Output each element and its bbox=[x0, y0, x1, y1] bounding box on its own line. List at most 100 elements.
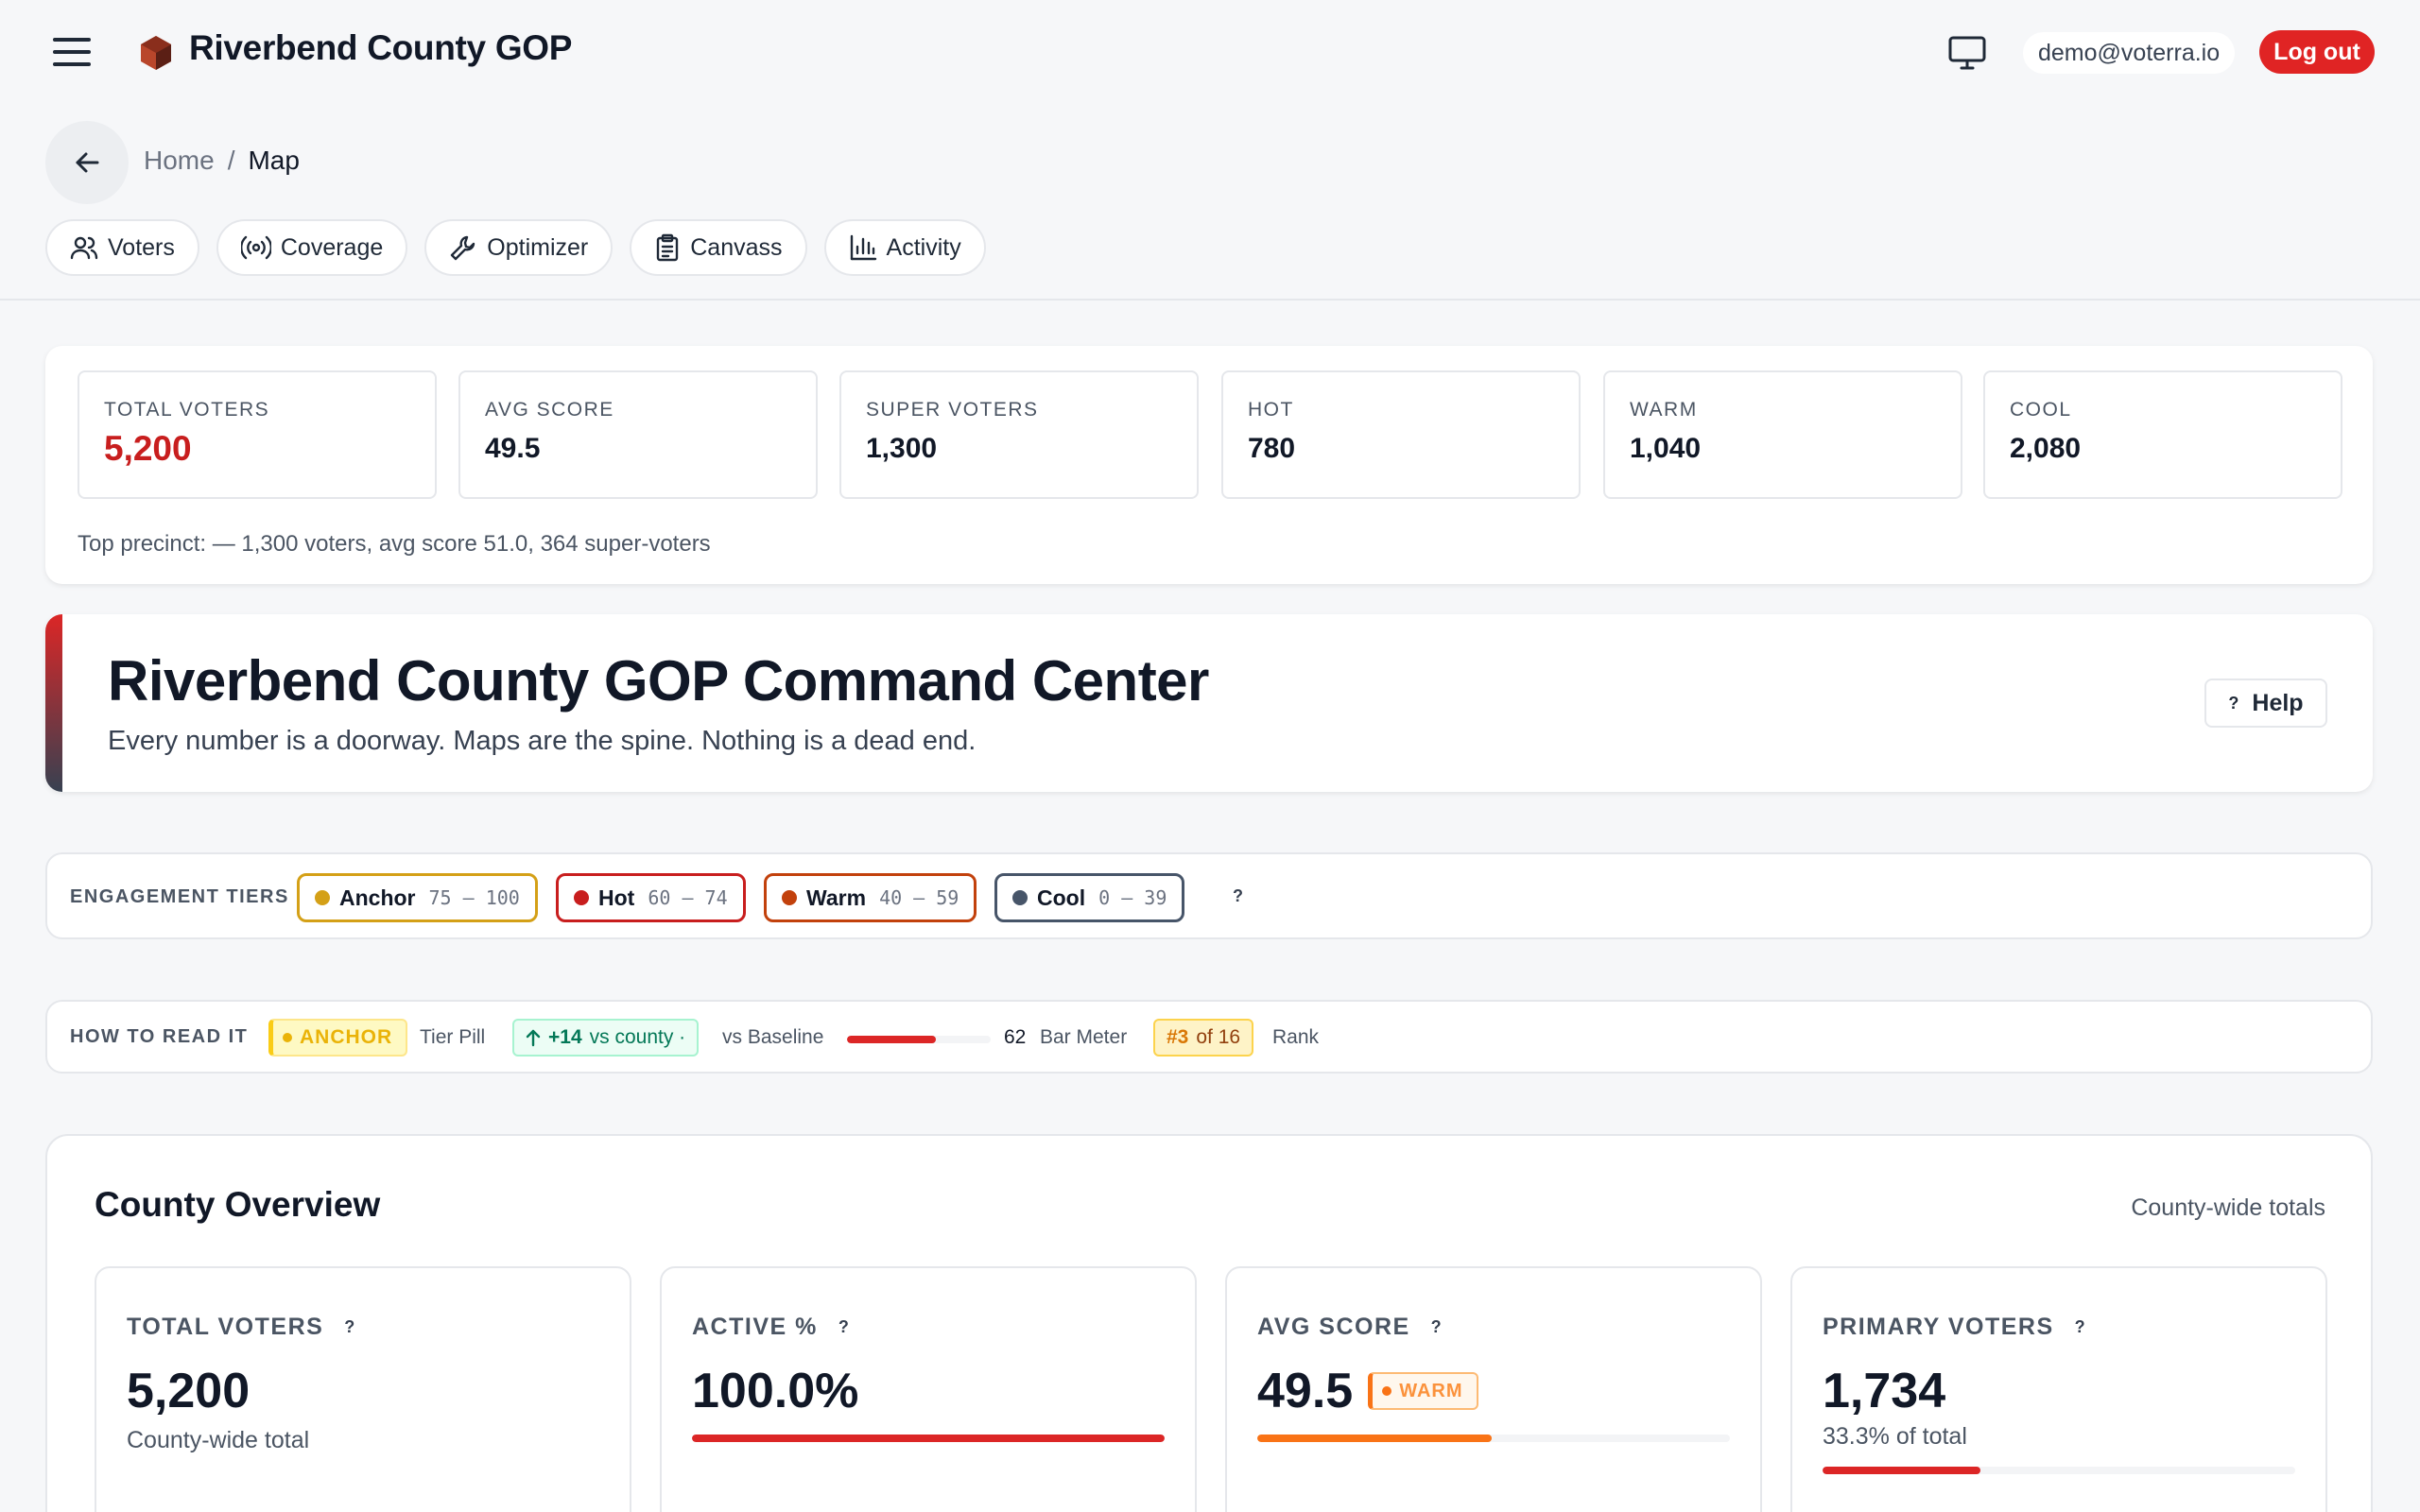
baseline-delta: +14 bbox=[548, 1026, 582, 1048]
tab-voters-label: Voters bbox=[108, 233, 175, 261]
overview-card-avg-score[interactable]: AVG SCORE ? 49.5 WARM bbox=[1225, 1266, 1762, 1512]
monitor-icon[interactable] bbox=[1947, 34, 1987, 72]
help-icon[interactable]: ? bbox=[2074, 1317, 2087, 1336]
tiers-help-icon[interactable]: ? bbox=[1233, 886, 1243, 905]
stat-hot[interactable]: HOT 780 bbox=[1221, 370, 1581, 499]
rank-suffix: of 16 bbox=[1196, 1026, 1241, 1048]
bar-meter-fill bbox=[847, 1036, 937, 1043]
card-label: PRIMARY VOTERS ? bbox=[1823, 1314, 2086, 1341]
tiers-title: ENGAGEMENT TIERS bbox=[70, 886, 289, 907]
breadcrumb: Home / Map bbox=[144, 146, 300, 176]
card-progress-fill bbox=[1823, 1467, 1980, 1474]
page-title: Riverbend County GOP Command Center bbox=[108, 649, 1209, 713]
menu-icon[interactable] bbox=[53, 38, 91, 68]
tier-chip-cool[interactable]: Cool 0 – 39 bbox=[994, 873, 1185, 922]
overview-card-total-voters[interactable]: TOTAL VOTERS ? 5,200 County-wide total bbox=[95, 1266, 631, 1512]
tab-voters[interactable]: Voters bbox=[45, 219, 199, 276]
tab-activity-label: Activity bbox=[886, 233, 961, 261]
command-center-banner: Riverbend County GOP Command Center Ever… bbox=[45, 614, 2373, 792]
stat-value: 1,040 bbox=[1630, 433, 1702, 464]
rank-caption: Rank bbox=[1272, 1026, 1320, 1048]
stat-value: 49.5 bbox=[485, 433, 541, 464]
bar-meter-caption: Bar Meter bbox=[1040, 1026, 1128, 1048]
baseline-example[interactable]: +14 vs county · bbox=[512, 1019, 700, 1057]
help-icon[interactable]: ? bbox=[1430, 1317, 1443, 1336]
stat-super-voters[interactable]: SUPER VOTERS 1,300 bbox=[839, 370, 1199, 499]
overview-card-active-pct[interactable]: ACTIVE % ? 100.0% bbox=[660, 1266, 1197, 1512]
card-progress-fill bbox=[1257, 1435, 1492, 1442]
help-icon: ? bbox=[2228, 693, 2239, 713]
tier-chip-warm[interactable]: Warm 40 – 59 bbox=[764, 873, 977, 922]
card-value-text: 49.5 bbox=[1257, 1364, 1354, 1418]
engagement-tiers: ENGAGEMENT TIERS Anchor 75 – 100 Hot 60 … bbox=[45, 852, 2373, 939]
stat-value: 1,300 bbox=[866, 433, 938, 464]
logout-button[interactable]: Log out bbox=[2259, 30, 2375, 74]
tier-pill-example[interactable]: ANCHOR bbox=[268, 1019, 408, 1057]
howto-title: HOW TO READ IT bbox=[70, 1026, 249, 1047]
card-label-text: PRIMARY VOTERS bbox=[1823, 1314, 2054, 1340]
user-email[interactable]: demo@voterra.io bbox=[2023, 32, 2236, 74]
card-value: 5,200 bbox=[127, 1363, 250, 1419]
brand-logo-icon bbox=[141, 36, 171, 70]
card-value: 100.0% bbox=[692, 1363, 858, 1419]
card-value: 49.5 WARM bbox=[1257, 1363, 1478, 1419]
overview-card-primary-voters[interactable]: PRIMARY VOTERS ? 1,734 33.3% of total bbox=[1790, 1266, 2327, 1512]
stat-total-voters[interactable]: TOTAL VOTERS 5,200 bbox=[78, 370, 437, 499]
help-icon[interactable]: ? bbox=[344, 1317, 356, 1336]
baseline-caption: vs Baseline bbox=[722, 1026, 824, 1048]
tier-chip-hot[interactable]: Hot 60 – 74 bbox=[556, 873, 746, 922]
warm-tier-pill[interactable]: WARM bbox=[1368, 1372, 1478, 1410]
card-label: TOTAL VOTERS ? bbox=[127, 1314, 356, 1341]
help-icon[interactable]: ? bbox=[838, 1317, 851, 1336]
card-label-text: AVG SCORE bbox=[1257, 1314, 1410, 1340]
tab-optimizer[interactable]: Optimizer bbox=[424, 219, 614, 276]
tier-name: Hot bbox=[598, 885, 635, 910]
tier-dot bbox=[315, 890, 330, 905]
users-icon bbox=[70, 236, 98, 260]
stat-warm[interactable]: WARM 1,040 bbox=[1603, 370, 1962, 499]
banner-accent bbox=[45, 614, 62, 792]
top-precinct-summary[interactable]: Top precinct: — 1,300 voters, avg score … bbox=[78, 531, 711, 557]
tier-name: Cool bbox=[1037, 885, 1086, 910]
card-value: 1,734 bbox=[1823, 1363, 1945, 1419]
tab-coverage[interactable]: Coverage bbox=[216, 219, 408, 276]
rank-example[interactable]: #3 of 16 bbox=[1153, 1019, 1254, 1057]
card-value-text: 100.0% bbox=[692, 1364, 859, 1418]
card-progress-fill bbox=[692, 1435, 1165, 1442]
overview-note: County-wide totals bbox=[2131, 1194, 2325, 1221]
back-button[interactable] bbox=[45, 121, 129, 204]
tier-chip-anchor[interactable]: Anchor 75 – 100 bbox=[297, 873, 538, 922]
tab-activity[interactable]: Activity bbox=[823, 219, 986, 276]
stat-label: WARM bbox=[1630, 399, 1698, 421]
tab-canvass[interactable]: Canvass bbox=[630, 219, 807, 276]
page-subtitle: Every number is a doorway. Maps are the … bbox=[108, 726, 977, 756]
card-progress-bar bbox=[1257, 1435, 1730, 1442]
top-header: Riverbend County GOP demo@voterra.io Log… bbox=[0, 0, 2420, 106]
help-button[interactable]: ? Help bbox=[2204, 679, 2327, 728]
breadcrumb-current: Map bbox=[248, 146, 300, 175]
stat-label: AVG SCORE bbox=[485, 399, 614, 421]
card-label: ACTIVE % ? bbox=[692, 1314, 850, 1341]
stat-label: SUPER VOTERS bbox=[866, 399, 1039, 421]
tier-pill-text: ANCHOR bbox=[300, 1026, 393, 1048]
county-overview: County Overview County-wide totals TOTAL… bbox=[45, 1134, 2373, 1512]
stat-cool[interactable]: COOL 2,080 bbox=[1983, 370, 2342, 499]
card-label: AVG SCORE ? bbox=[1257, 1314, 1443, 1341]
stat-avg-score[interactable]: AVG SCORE 49.5 bbox=[458, 370, 818, 499]
card-progress-bar bbox=[1823, 1467, 2295, 1474]
tier-range: 0 – 39 bbox=[1098, 886, 1167, 909]
overview-title: County Overview bbox=[95, 1185, 381, 1224]
stat-value: 5,200 bbox=[104, 429, 192, 468]
stat-value: 2,080 bbox=[2010, 433, 2082, 464]
tier-dot bbox=[574, 890, 589, 905]
card-label-text: TOTAL VOTERS bbox=[127, 1314, 324, 1340]
tier-pill-caption: Tier Pill bbox=[420, 1026, 486, 1048]
breadcrumb-home[interactable]: Home bbox=[144, 146, 215, 175]
tier-dot bbox=[782, 890, 797, 905]
warm-pill-text: WARM bbox=[1399, 1380, 1463, 1401]
bar-meter-example bbox=[847, 1036, 991, 1043]
card-caption: County-wide total bbox=[127, 1427, 310, 1453]
wrench-icon bbox=[451, 235, 475, 261]
tier-dot bbox=[1012, 890, 1028, 905]
tier-range: 60 – 74 bbox=[648, 886, 728, 909]
